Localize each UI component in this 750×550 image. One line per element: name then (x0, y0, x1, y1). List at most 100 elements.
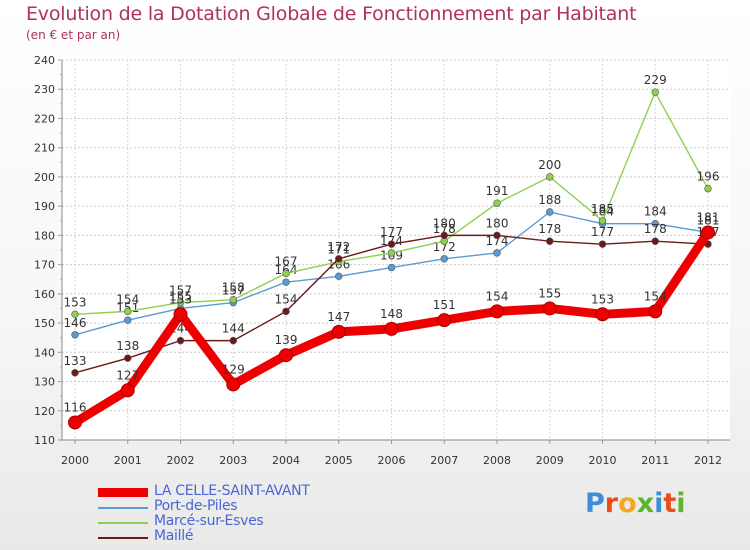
legend-label: Port-de-Piles (154, 498, 238, 514)
data-point-la-celle-saint-avant (384, 321, 399, 336)
y-tick-label: 200 (34, 171, 55, 184)
data-point-marce-sur-esves (176, 298, 185, 307)
data-point-port-de-piles (387, 263, 396, 272)
data-label-la-celle-saint-avant: 154 (644, 289, 667, 303)
line-chart: 110 120 130 140 150 160 170 180 190 200 210 220 230 2… (34, 54, 730, 467)
data-label-port-de-piles: 157 (222, 284, 245, 298)
data-point-marce-sur-esves (704, 184, 712, 193)
x-tick-label: 2005 (325, 454, 353, 467)
data-point-port-de-piles (493, 249, 501, 257)
x-tick-label: 2006 (378, 454, 406, 467)
data-point-la-celle-saint-avant (68, 415, 82, 430)
data-label-marce-sur-esves: 154 (116, 292, 139, 306)
logo-letter: o (618, 488, 637, 519)
legend-swatch (98, 522, 148, 524)
x-tick-label: 2002 (167, 454, 195, 467)
data-label-port-de-piles: 172 (433, 240, 456, 254)
data-label-marce-sur-esves: 229 (644, 73, 667, 87)
data-label-maille: 180 (433, 216, 456, 230)
data-label-port-de-piles: 184 (644, 205, 667, 219)
logo-letter: i (654, 488, 664, 519)
data-label-maille: 180 (486, 216, 509, 230)
data-point-maille (71, 369, 79, 377)
logo-letter: P (585, 488, 605, 519)
data-point-maille (493, 231, 501, 240)
legend-label: LA CELLE-SAINT-AVANT (154, 483, 310, 499)
data-label-marce-sur-esves: 167 (275, 254, 298, 268)
legend-swatch (98, 537, 148, 539)
data-label-maille: 144 (222, 322, 245, 336)
data-label-port-de-piles: 174 (486, 234, 509, 248)
data-label-la-celle-saint-avant: 153 (591, 292, 614, 306)
data-label-port-de-piles: 155 (169, 289, 192, 303)
data-point-marce-sur-esves (124, 307, 132, 316)
data-point-maille (229, 336, 237, 345)
data-label-la-celle-saint-avant: 116 (64, 400, 87, 414)
legend-label: Marcé-sur-Esves (154, 513, 264, 529)
data-point-marce-sur-esves (282, 269, 290, 278)
data-point-maille (335, 255, 343, 263)
data-point-la-celle-saint-avant (542, 301, 557, 316)
logo-letter: r (604, 488, 619, 519)
data-point-la-celle-saint-avant (331, 324, 346, 339)
data-label-marce-sur-esves: 158 (222, 281, 245, 295)
y-tick-label: 140 (34, 346, 55, 359)
legend-swatch (98, 507, 148, 509)
data-label-la-celle-saint-avant: 148 (380, 307, 403, 321)
data-point-maille (387, 240, 396, 248)
y-tick-label: 150 (34, 317, 55, 330)
data-point-port-de-piles (546, 208, 554, 216)
data-label-la-celle-saint-avant: 154 (486, 289, 509, 303)
plot-area (62, 60, 730, 440)
data-label-marce-sur-esves: 185 (591, 202, 614, 216)
data-point-port-de-piles (71, 331, 79, 339)
data-point-la-celle-saint-avant (490, 304, 504, 319)
y-tick-label: 210 (34, 142, 55, 155)
data-label-maille: 178 (644, 222, 667, 236)
data-point-port-de-piles (335, 272, 343, 281)
data-point-port-de-piles (124, 316, 132, 324)
data-label-maille: 172 (327, 240, 350, 254)
x-tick-label: 2004 (272, 454, 300, 467)
data-label-port-de-piles: 181 (697, 213, 720, 227)
legend-swatch (98, 488, 148, 497)
x-tick-label: 2008 (483, 454, 511, 467)
data-label-port-de-piles: 146 (64, 316, 87, 330)
x-tick-label: 2000 (61, 454, 89, 467)
data-point-maille (282, 307, 290, 316)
data-label-maille: 154 (275, 292, 298, 306)
y-tick-label: 220 (34, 112, 55, 125)
logo-letter: x (636, 488, 655, 519)
y-tick-label: 240 (34, 54, 55, 67)
data-point-la-celle-saint-avant (648, 304, 663, 319)
y-tick-label: 110 (34, 434, 55, 447)
data-label-port-de-piles: 188 (538, 193, 561, 207)
data-label-la-celle-saint-avant: 181 (697, 210, 720, 224)
y-tick-label: 170 (34, 259, 55, 272)
data-point-la-celle-saint-avant (173, 307, 188, 322)
data-point-marce-sur-esves (229, 295, 237, 304)
data-label-maille: 177 (591, 225, 614, 239)
legend-label: Maillé (154, 528, 194, 544)
data-point-la-celle-saint-avant (437, 313, 452, 328)
data-label-la-celle-saint-avant: 155 (538, 286, 561, 300)
data-label-marce-sur-esves: 196 (697, 170, 720, 184)
y-tick-label: 130 (34, 376, 55, 389)
data-label-la-celle-saint-avant: 129 (222, 362, 245, 376)
y-tick-label: 160 (34, 288, 55, 301)
data-label-marce-sur-esves: 157 (169, 284, 192, 298)
data-label-maille: 138 (116, 339, 139, 353)
y-tick-label: 230 (34, 83, 55, 96)
data-point-port-de-piles (440, 255, 448, 263)
data-point-maille (440, 231, 448, 240)
data-label-maille: 133 (64, 354, 87, 368)
data-label-la-celle-saint-avant: 151 (433, 298, 456, 312)
data-label-marce-sur-esves: 178 (433, 222, 456, 236)
chart-title: Evolution de la Dotation Globale de Fonc… (26, 3, 637, 25)
data-point-la-celle-saint-avant (595, 307, 610, 322)
data-point-marce-sur-esves (546, 173, 554, 181)
data-label-la-celle-saint-avant: 147 (327, 310, 350, 324)
data-label-maille: 178 (538, 222, 561, 236)
x-tick-label: 2007 (430, 454, 458, 467)
